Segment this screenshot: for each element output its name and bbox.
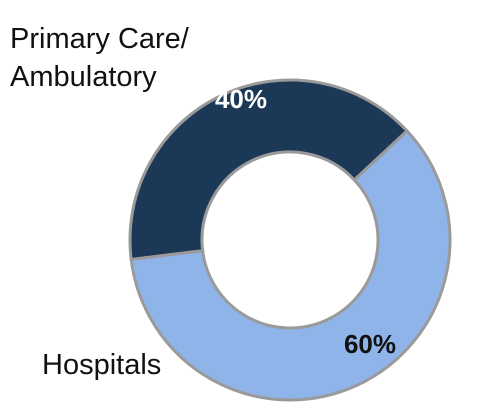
category-label: Hospitals [42,349,162,381]
donut-segment [128,78,410,262]
value-label: 40% [215,84,267,114]
donut-segment [129,128,452,402]
category-label: Primary Care/ Ambulatory [10,23,189,93]
value-label: 60% [344,329,396,359]
